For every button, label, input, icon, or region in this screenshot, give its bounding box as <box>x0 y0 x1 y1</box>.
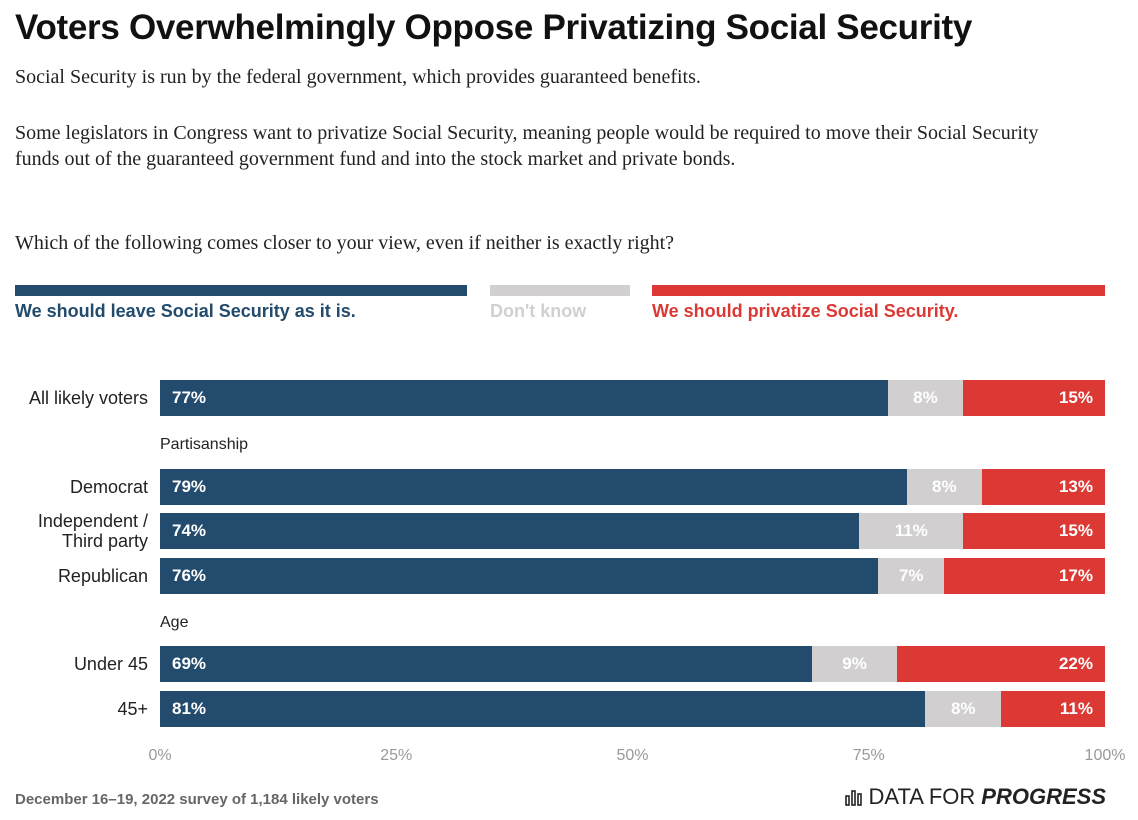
legend-swatch <box>15 285 467 296</box>
group-header: Age <box>160 614 189 631</box>
logo-icon <box>844 790 862 806</box>
value-label: 69% <box>172 654 207 674</box>
bar-segment <box>160 513 860 550</box>
bar-segment <box>878 557 945 594</box>
description: Some legislators in Congress want to pri… <box>15 122 1039 170</box>
bar-segment <box>160 468 907 505</box>
value-label: 15% <box>1058 388 1093 407</box>
legend-label: We should privatize Social Security. <box>652 301 959 321</box>
chart-title: Voters Overwhelmingly Oppose Privatizing… <box>15 8 973 47</box>
value-label: 11% <box>1059 698 1093 718</box>
bar-segment <box>859 513 964 550</box>
question: Which of the following comes closer to y… <box>15 232 675 254</box>
bar-segment <box>982 468 1105 505</box>
category-label: Democrat <box>69 476 148 497</box>
legend-label: We should leave Social Security as it is… <box>15 301 356 321</box>
value-label: 76% <box>172 565 207 585</box>
value-label: 22% <box>1058 654 1093 674</box>
category-label: Under 45 <box>73 654 148 675</box>
bar-segment <box>963 513 1105 550</box>
value-label: 17% <box>1058 565 1093 585</box>
logo-text: DATA FOR <box>868 784 976 809</box>
value-label: 81% <box>172 698 207 718</box>
bar-segment <box>812 646 898 683</box>
bar-segment <box>160 380 888 416</box>
category-label: All likely voters <box>28 388 148 408</box>
legend-label: Don't know <box>490 301 587 321</box>
x-tick-label: 25% <box>380 747 413 764</box>
value-label: 74% <box>172 521 207 541</box>
logo-emphasis: PROGRESS <box>981 784 1106 809</box>
value-label: 8% <box>950 698 976 718</box>
value-label: 15% <box>1058 521 1093 541</box>
x-tick-label: 100% <box>1084 747 1126 764</box>
group-header: Partisanship <box>160 436 249 454</box>
legend-swatch <box>490 285 630 296</box>
bar-segment <box>897 646 1105 683</box>
x-tick-label: 0% <box>148 747 172 764</box>
x-tick-label: 50% <box>616 747 649 764</box>
category-label: Independent / Third party <box>37 511 148 552</box>
value-label: 77% <box>172 388 207 407</box>
bar-segment <box>160 557 879 594</box>
value-label: 13% <box>1058 476 1093 496</box>
bar-segment <box>1001 690 1105 727</box>
bar-segment <box>925 690 1002 727</box>
bar-segment <box>963 380 1105 416</box>
category-label: 45+ <box>117 698 148 719</box>
bar-segment <box>887 380 964 416</box>
legend-swatch <box>652 285 1105 296</box>
category-label: Republican <box>57 565 148 586</box>
value-label: 11% <box>894 521 928 541</box>
x-tick-label: 75% <box>852 747 885 764</box>
bar-segment <box>906 468 983 505</box>
logo: DATA FOR PROGRESS <box>844 784 1106 810</box>
source-note: December 16–19, 2022 survey of 1,184 lik… <box>15 791 379 808</box>
value-label: 8% <box>932 476 957 496</box>
value-label: 7% <box>898 565 924 585</box>
bar-segment <box>944 557 1105 594</box>
value-label: 8% <box>913 388 938 407</box>
bar-segment <box>160 646 813 683</box>
bar-segment <box>160 690 926 727</box>
value-label: 79% <box>172 476 207 496</box>
description: Social Security is run by the federal go… <box>15 66 701 88</box>
value-label: 9% <box>842 654 867 674</box>
